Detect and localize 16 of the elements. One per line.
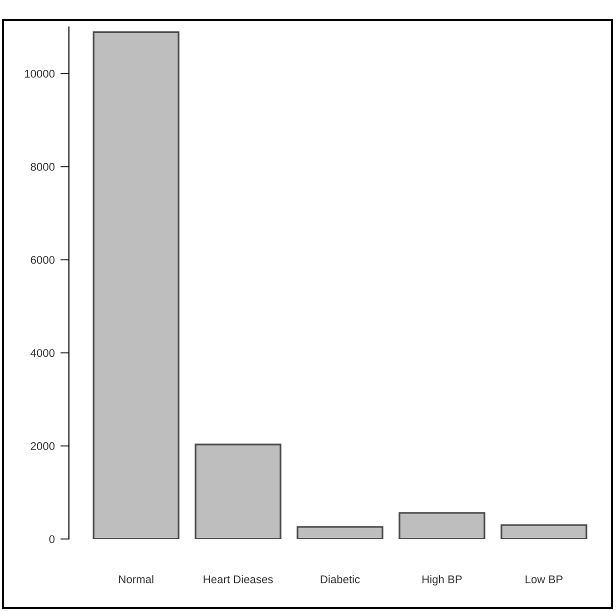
y-tick-label: 6000: [30, 256, 55, 264]
x-tick-label: Diabetic: [320, 575, 360, 584]
bar: [92, 31, 180, 539]
x-tick-label: Heart Dieases: [204, 575, 273, 584]
bar: [194, 444, 282, 539]
y-tick-label: 8000: [30, 162, 55, 171]
x-tick-label: Low BP: [526, 576, 562, 584]
y-tick-label: 4000: [30, 349, 55, 357]
x-tick-label: Normal: [119, 575, 154, 584]
x-tick-label: High BP: [422, 575, 462, 586]
bar: [296, 526, 384, 539]
y-tick-label: 0: [49, 535, 55, 544]
y-tick-label: 2000: [30, 442, 55, 450]
y-tick-label: 10000: [24, 70, 55, 78]
bar: [398, 512, 486, 539]
bar: [500, 524, 588, 539]
